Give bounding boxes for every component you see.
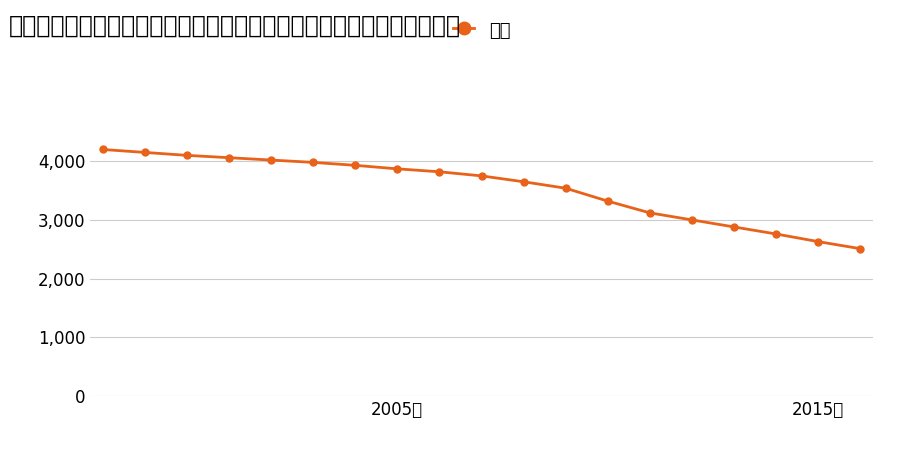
価格 [182,153,193,158]
価格 [308,160,319,165]
価格 [855,246,866,252]
価格 [97,147,108,152]
価格 [687,217,698,223]
価格 [434,169,445,175]
価格 [350,162,361,168]
Legend: 価格: 価格 [446,14,518,47]
価格 [518,179,529,184]
価格 [223,155,234,160]
価格 [644,210,655,216]
価格 [392,166,402,171]
価格 [813,239,824,244]
価格 [561,185,572,191]
価格 [729,224,740,230]
価格 [476,173,487,179]
価格 [770,231,781,237]
Line: 価格: 価格 [99,146,864,252]
価格 [602,198,613,204]
価格 [266,158,276,163]
Text: 山形県最上郡鮭川村大字庭月字切欠上ノ野２８３４番外１筆の地価推移: 山形県最上郡鮭川村大字庭月字切欠上ノ野２８３４番外１筆の地価推移 [9,14,461,37]
価格 [140,150,150,155]
